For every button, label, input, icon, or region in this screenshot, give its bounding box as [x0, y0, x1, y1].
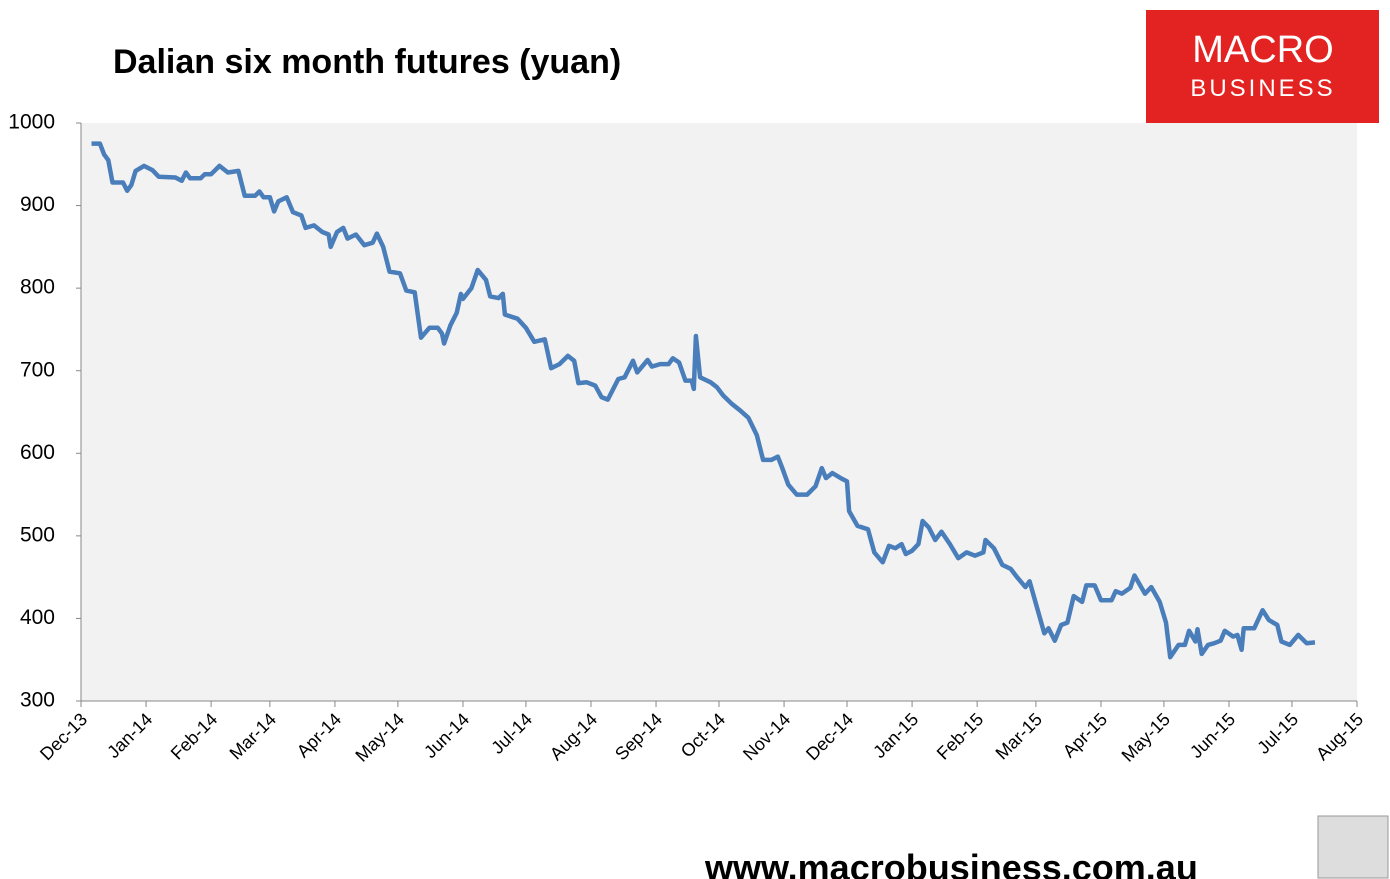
x-tick-label: Aug-15 [1312, 709, 1367, 764]
x-tick-label: May-15 [1118, 709, 1175, 766]
logo-text: BUSINESS [1190, 75, 1335, 102]
x-tick-label: Jul-14 [487, 709, 536, 758]
y-tick-label: 1000 [8, 111, 55, 134]
x-tick-label: Feb-15 [933, 709, 987, 763]
y-tick-label: 500 [20, 523, 55, 546]
x-tick-label: Mar-14 [226, 709, 280, 763]
x-tick-label: Jul-15 [1253, 709, 1302, 758]
y-tick-label: 400 [20, 606, 55, 629]
x-tick-label: Jan-15 [869, 709, 922, 762]
logo-text: MACRO [1192, 29, 1333, 71]
x-tick-label: Dec-13 [36, 709, 91, 764]
footer-url: www.macrobusiness.com.au [704, 847, 1198, 879]
logo [1146, 10, 1379, 123]
data-line [91, 141, 1316, 660]
x-tick-label: Feb-14 [167, 709, 221, 763]
chart-title: Dalian six month futures (yuan) [113, 43, 621, 81]
x-tick-label: Sep-14 [611, 709, 666, 764]
x-tick-label: Apr-15 [1059, 709, 1111, 761]
x-tick-label: Oct-14 [677, 709, 729, 761]
x-tick-label: Jun-14 [420, 709, 473, 762]
x-tick-label: Apr-14 [293, 709, 345, 761]
plot-area [81, 123, 1357, 701]
y-tick-label: 700 [20, 358, 55, 381]
y-tick-label: 800 [20, 276, 55, 299]
x-tick-label: Aug-14 [546, 709, 601, 764]
x-tick-label: May-14 [351, 709, 408, 766]
wolf-icon [1317, 815, 1389, 879]
x-tick-label: Jan-14 [103, 709, 156, 762]
y-tick-label: 300 [20, 689, 55, 712]
x-tick-label: Nov-14 [739, 709, 794, 764]
x-tick-label: Mar-15 [992, 709, 1046, 763]
y-tick-label: 900 [20, 193, 55, 216]
x-tick-label: Dec-14 [802, 709, 857, 764]
y-tick-label: 600 [20, 441, 55, 464]
x-tick-label: Jun-15 [1186, 709, 1239, 762]
